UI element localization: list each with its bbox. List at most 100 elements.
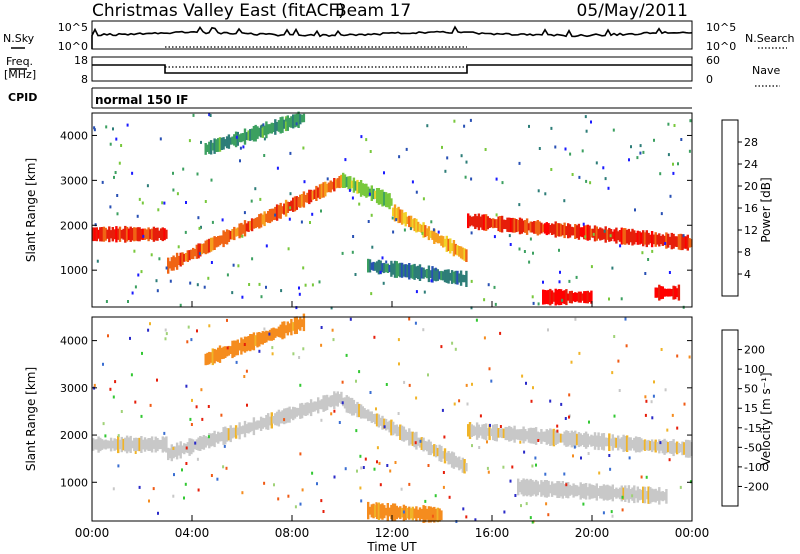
heatmap-cell [683,442,686,455]
heatmap-cell [431,230,434,240]
heatmap-cell [627,228,631,245]
heatmap-speckle [235,360,238,364]
heatmap-cell [333,178,336,192]
heatmap-cell [454,270,457,285]
heatmap-cell [279,202,282,219]
heatmap-speckle [403,380,406,384]
heatmap-cell [247,336,250,351]
heatmap-cell [209,140,213,155]
heatmap-cell [567,482,570,499]
heatmap-cell [377,188,381,205]
heatmap-cell [590,434,593,447]
heatmap-cell [263,211,266,227]
heatmap-cell [152,440,156,449]
heatmap-speckle [226,346,229,350]
heatmap-speckle [624,317,627,321]
heatmap-speckle [105,125,108,129]
heatmap-speckle [499,425,502,428]
heatmap-cell [470,216,473,226]
heatmap-cell [406,431,409,441]
heatmap-speckle [488,367,491,371]
freq-label: Freq. [6,55,33,68]
heatmap-speckle [322,510,325,513]
heatmap-speckle [470,306,473,310]
heatmap-speckle [398,362,400,366]
heatmap-cell [283,321,286,339]
heatmap-speckle [140,414,143,418]
heatmap-cell [593,485,597,498]
heatmap-speckle [338,421,341,424]
heatmap-cell [125,435,129,454]
heatmap-speckle [300,220,303,224]
heatmap-cell [229,346,232,354]
heatmap-speckle [316,482,318,486]
heatmap-cell [386,503,389,521]
heatmap-cell [422,222,425,238]
heatmap-cell [472,425,475,437]
heatmap-cell [408,506,411,520]
heatmap-speckle [351,196,354,200]
heatmap-cell [542,431,545,442]
heatmap-speckle [598,471,601,475]
heatmap-cell [543,290,547,305]
heatmap-speckle [341,401,344,405]
heatmap-cell [490,428,493,437]
heatmap-cell [604,437,607,447]
heatmap-cell [670,232,673,250]
date-label: 05/May/2011 [577,1,689,21]
heatmap-cell [542,481,545,496]
heatmap-cell [536,481,539,496]
heatmap-speckle [109,205,112,209]
heatmap-speckle [185,446,188,450]
heatmap-cell [234,228,238,237]
heatmap-cell [331,395,334,407]
heatmap-cell [563,484,566,496]
heatmap-cell [392,503,395,521]
heatmap-cell [495,424,498,442]
heatmap-cell [286,407,289,423]
heatmap-speckle [172,188,175,192]
heatmap-cell [400,209,404,225]
heatmap-speckle [383,171,385,175]
heatmap-cell [172,255,175,271]
heatmap-speckle [159,137,162,141]
heatmap-speckle [131,171,134,175]
heatmap-cell [681,441,684,456]
heatmap-cell [174,446,177,457]
heatmap-cell [184,253,188,261]
heatmap-cell [383,191,386,206]
heatmap-speckle [273,483,275,487]
heatmap-speckle [263,137,266,141]
heatmap-cell [679,233,682,251]
heatmap-cell [311,402,314,412]
heatmap-cell [663,235,666,246]
heatmap-speckle [242,145,245,149]
heatmap-speckle [367,220,370,223]
heatmap-cell [590,484,593,499]
heatmap-cell [609,438,613,447]
heatmap-speckle [341,251,344,255]
heatmap-speckle [689,119,692,123]
heatmap-cell [567,223,570,239]
heatmap-speckle [355,379,357,383]
heatmap-cell [284,325,288,334]
heatmap-cell [372,414,375,423]
velocity-y-axis-label: Slant Range [km] [24,367,38,471]
heatmap-speckle [216,477,219,481]
heatmap-cell [549,225,552,233]
heatmap-speckle [156,378,158,382]
heatmap-cell [463,275,466,283]
heatmap-cell [547,480,550,497]
heatmap-cell [100,439,104,450]
heatmap-speckle [248,283,251,286]
colorbar-tick-label: -200 [744,480,769,493]
heatmap-cell [552,224,556,235]
heatmap-cell [279,117,282,134]
heatmap-cell [411,264,414,279]
heatmap-cell [311,190,314,200]
heatmap-cell [577,223,581,240]
heatmap-speckle [289,206,292,210]
heatmap-speckle [559,270,561,274]
heatmap-speckle [535,463,537,467]
heatmap-cell [267,413,270,430]
